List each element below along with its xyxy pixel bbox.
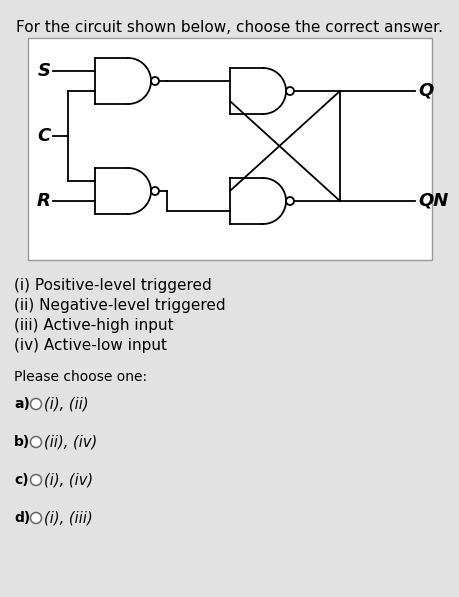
Text: R: R [37,192,51,210]
Text: (iv) Active-low input: (iv) Active-low input [14,338,167,353]
Text: (iii) Active-high input: (iii) Active-high input [14,318,173,333]
Text: c): c) [14,473,28,487]
Text: (i) Positive-level triggered: (i) Positive-level triggered [14,278,211,293]
Text: (i), (iv): (i), (iv) [44,472,93,488]
Text: QN: QN [417,192,448,210]
Circle shape [151,77,159,85]
Text: (i), (ii): (i), (ii) [44,396,89,411]
Text: (i), (iii): (i), (iii) [44,510,93,525]
FancyBboxPatch shape [28,38,431,260]
Text: For the circuit shown below, choose the correct answer.: For the circuit shown below, choose the … [17,20,442,35]
Circle shape [151,187,159,195]
Text: Please choose one:: Please choose one: [14,370,147,384]
Circle shape [285,197,293,205]
Text: d): d) [14,511,30,525]
Circle shape [30,436,41,448]
Text: (ii), (iv): (ii), (iv) [44,435,97,450]
Circle shape [30,475,41,485]
Text: (ii) Negative-level triggered: (ii) Negative-level triggered [14,298,225,313]
Circle shape [285,87,293,95]
Text: S: S [38,62,51,80]
Circle shape [30,399,41,410]
Text: Q: Q [417,82,432,100]
Text: a): a) [14,397,30,411]
Circle shape [30,512,41,524]
Text: b): b) [14,435,30,449]
Text: C: C [38,127,51,145]
